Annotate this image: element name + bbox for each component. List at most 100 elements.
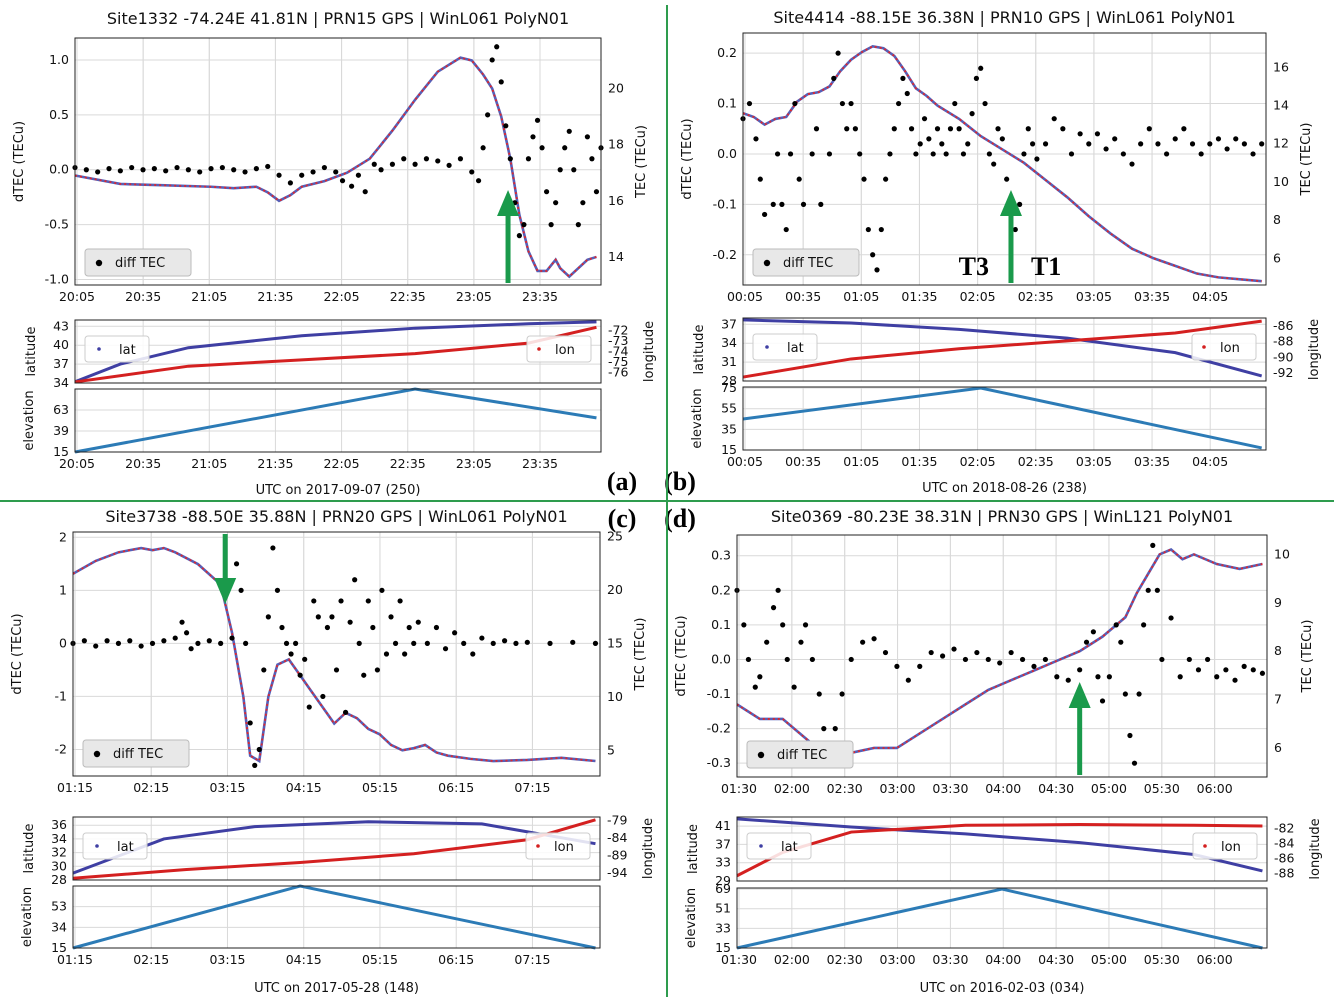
dtec-point [800,201,807,207]
dtec-point [498,79,504,85]
dtec-point [397,598,403,604]
dtec-point [917,141,923,147]
dtec-point [1122,691,1128,697]
dtec-point [1172,136,1178,142]
dtec-point [839,100,846,107]
dtec-point [1025,126,1031,132]
dtec-point [1136,691,1142,697]
dtec-point [978,65,984,71]
dtec-point [183,630,190,636]
dtec-point [1017,201,1023,207]
dtec-point [883,176,889,182]
y-tick-label: 37 [721,316,737,331]
dtec-point [844,126,850,132]
y-tick-label: 33 [715,920,731,935]
dtec-point [997,660,1003,666]
dtec-point [934,126,941,132]
dtec-point [1250,667,1256,673]
x-axis-label: UTC on 2017-05-28 (148) [254,981,419,996]
y-tick-label: 0.1 [711,617,731,632]
y-tick-label: 75 [721,380,737,395]
x-tick-label: 23:05 [456,456,492,471]
y-tick-label-right: -72 [608,323,628,338]
dtec-point [355,172,362,178]
x-tick-label: 22:35 [390,289,426,304]
dtec-point [780,622,786,628]
dtec-point [206,638,212,644]
y-tick-label-right: 5 [607,742,615,757]
y-axis-label: elevation [22,390,37,450]
y-axis-label-right: TEC (TECu) [1300,620,1315,694]
legend-label: diff TEC [115,256,165,271]
dtec-point [279,624,285,631]
dtec-point [857,151,863,157]
panel-title: Site0369 -80.23E 38.31N | PRN30 GPS | Wi… [771,507,1233,526]
y-axis-label: latitude [686,824,701,874]
y-tick-label: 0.1 [717,96,737,111]
x-tick-label: 03:00 [880,952,916,967]
dtec-point [172,635,178,641]
dtec-point [339,178,346,184]
dtec-point [860,639,866,645]
dtec-point [195,640,201,646]
dtec-point [320,693,326,700]
dtec-point [1118,639,1124,645]
y-tick-label: -2 [55,741,67,756]
dtec-point [83,167,89,173]
elevation-series [74,387,597,454]
y-tick-label: 43 [53,318,69,333]
y-axis-label: dTEC (TECu) [674,615,689,696]
y-tick-label-right: -73 [608,333,628,348]
y-tick-label: -0.2 [707,721,731,736]
y-axis-label-right: longitude [1308,818,1323,879]
dtec-point [848,656,854,663]
dtec-point [1120,151,1126,157]
x-tick-label: 04:00 [985,952,1021,967]
dtec-point [865,226,871,233]
dtec-point [243,640,249,646]
dtec-point [208,166,214,172]
dtec-point [129,164,135,171]
dtec-point [1019,656,1026,663]
dtec-point [566,128,572,134]
dtec-point [871,636,877,642]
dtec-point [310,169,316,175]
dtec-point [775,587,781,593]
event-mark-t1: T1 [1031,252,1061,281]
dtec-point [764,639,770,645]
x-tick-label: 04:00 [985,781,1021,796]
x-tick-label: 05:15 [362,952,398,967]
dtec-point [479,635,485,641]
y-tick-label: 69 [715,881,731,896]
tec-fit-series [736,548,1263,759]
dtec-point [974,649,980,656]
y-tick-label-right: -84 [607,830,627,845]
y-tick-label: 36 [51,817,67,832]
dtec-point [179,619,185,625]
x-tick-label: 03:00 [880,781,916,796]
dtec-point [995,126,1001,132]
dtec-point [746,100,753,107]
panel-title: Site1332 -74.24E 41.81N | PRN15 GPS | Wi… [107,9,569,28]
legend-label: lon [555,343,575,358]
dtec-point [894,663,900,669]
x-tick-label: 04:05 [1192,454,1228,469]
dtec-point [1103,146,1109,152]
dtec-point [299,172,305,178]
dtec-point [580,200,586,206]
dtec-point [1099,698,1106,704]
legend-marker [1202,345,1206,349]
y-tick-label-right: -94 [607,865,627,880]
x-tick-label: 02:15 [133,780,169,795]
legend-label: lat [781,840,798,855]
x-tick-label: 22:35 [390,456,426,471]
dtec-point [1095,674,1101,680]
x-tick-label: 00:35 [785,454,821,469]
x-tick-label: 02:30 [827,781,863,796]
tec-series [74,56,597,279]
y-tick-label-right: 8 [1273,212,1281,227]
main-axes-frame [72,531,601,777]
y-tick-label: 37 [715,836,731,851]
dtec-point [1131,760,1138,766]
y-tick-label-right: 20 [608,81,624,96]
